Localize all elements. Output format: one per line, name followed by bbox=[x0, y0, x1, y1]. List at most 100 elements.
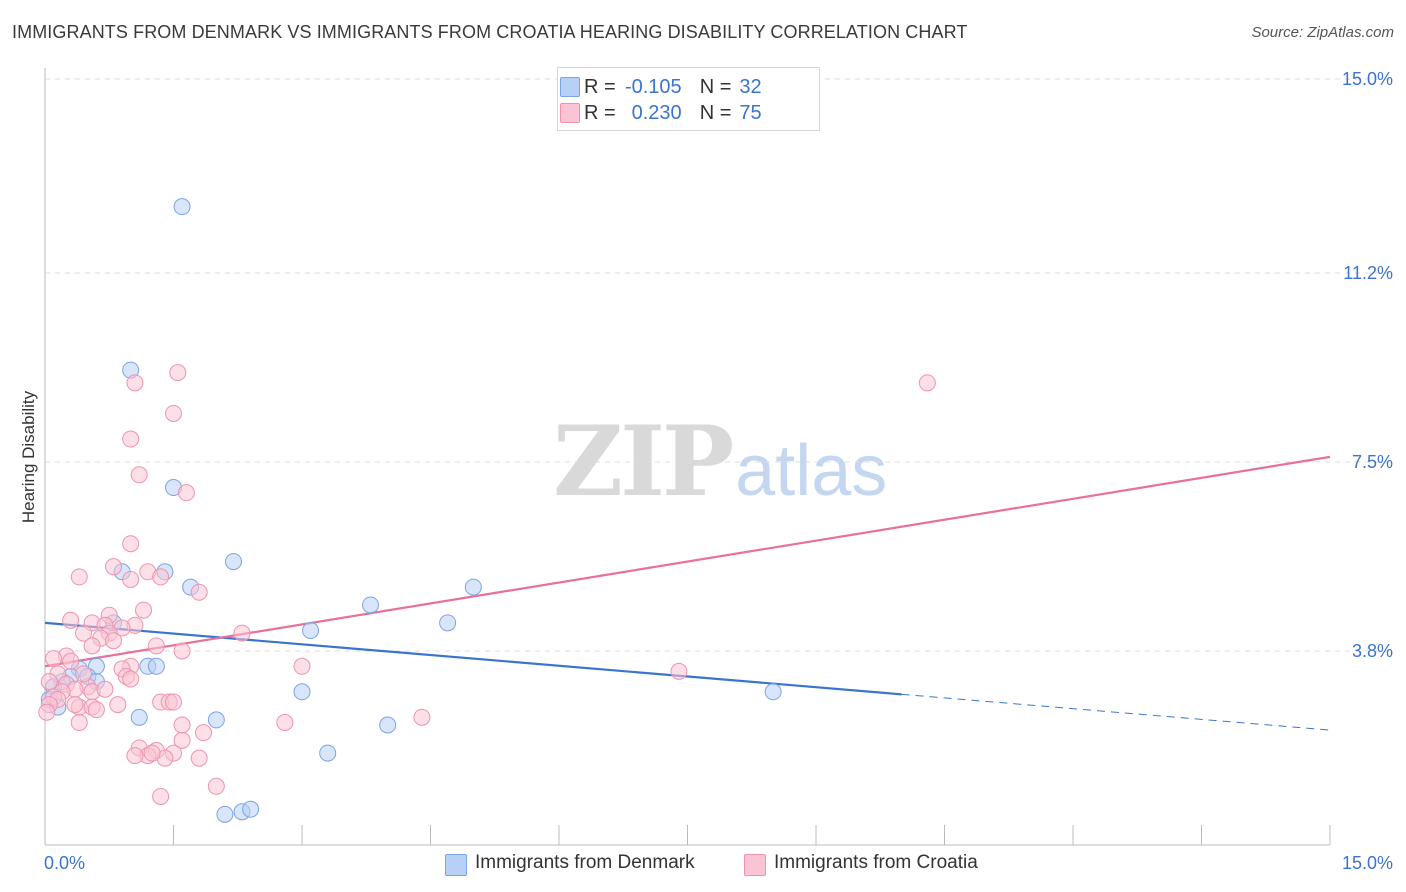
croatia-point bbox=[40, 673, 58, 691]
y-tick-label: 7.5% bbox=[1352, 452, 1393, 472]
legend-row-denmark: R = -0.105 N = 32 bbox=[560, 75, 762, 99]
bottom-legend-swatch-croatia bbox=[744, 854, 766, 876]
y-tick-label: 15.0% bbox=[1342, 69, 1393, 89]
croatia-point bbox=[96, 680, 114, 698]
denmark-point bbox=[216, 805, 234, 823]
x-tick-label-max: 15.0% bbox=[1342, 853, 1393, 873]
axis-labels: 3.8% 7.5% 11.2% 15.0% 0.0% 15.0% Hearing Disab… bbox=[19, 69, 1393, 873]
watermark-zip: ZIP bbox=[553, 405, 734, 518]
croatia-point bbox=[75, 624, 93, 642]
croatia-point bbox=[190, 583, 208, 601]
croatia-trend-line bbox=[44, 455, 1331, 668]
bottom-legend-label-denmark: Immigrants from Denmark bbox=[475, 852, 695, 873]
croatia-point bbox=[45, 650, 63, 668]
croatia-point bbox=[38, 703, 56, 721]
bottom-legend-swatch-denmark bbox=[445, 854, 467, 876]
denmark-trend-extension bbox=[901, 693, 1331, 731]
croatia-point bbox=[147, 637, 165, 655]
denmark-trend-line bbox=[44, 621, 902, 696]
croatia-point bbox=[122, 535, 140, 553]
croatia-point bbox=[122, 430, 140, 448]
croatia-point bbox=[83, 637, 101, 655]
croatia-point bbox=[152, 568, 170, 586]
croatia-point bbox=[173, 642, 191, 660]
croatia-point bbox=[413, 708, 431, 726]
denmark-point bbox=[293, 683, 311, 701]
legend-r-label: R = bbox=[584, 75, 616, 98]
bottom-legend-denmark: Immigrants from Denmark bbox=[445, 852, 695, 876]
croatia-point bbox=[173, 716, 191, 734]
croatia-point bbox=[126, 374, 144, 392]
denmark-point bbox=[242, 800, 260, 818]
y-axis-title: Hearing Disability bbox=[19, 390, 38, 523]
croatia-point bbox=[122, 570, 140, 588]
denmark-point bbox=[147, 657, 165, 675]
croatia-point bbox=[233, 624, 251, 642]
chart-title: IMMIGRANTS FROM DENMARK VS IMMIGRANTS FR… bbox=[12, 22, 968, 42]
croatia-point bbox=[177, 484, 195, 502]
croatia-point bbox=[165, 693, 182, 711]
croatia-point bbox=[918, 374, 936, 392]
denmark-point bbox=[439, 614, 457, 632]
legend-swatch-denmark bbox=[560, 77, 580, 97]
legend-n-label: N = bbox=[699, 101, 732, 124]
croatia-point bbox=[165, 404, 182, 422]
legend-r-label: R = bbox=[584, 101, 616, 124]
croatia-point bbox=[70, 568, 88, 586]
croatia-point bbox=[105, 558, 123, 576]
denmark-point bbox=[764, 683, 782, 701]
croatia-point bbox=[276, 713, 294, 731]
legend-n-value: 75 bbox=[739, 101, 762, 124]
denmark-point bbox=[379, 716, 397, 734]
croatia-point bbox=[66, 696, 84, 714]
croatia-point bbox=[62, 611, 80, 629]
legend-r-value: -0.105 bbox=[624, 75, 682, 98]
y-tick-label: 11.2% bbox=[1343, 263, 1393, 283]
croatia-point bbox=[62, 652, 80, 670]
x-tick-label-min: 0.0% bbox=[44, 853, 85, 873]
axes bbox=[44, 68, 1331, 846]
croatia-point bbox=[169, 364, 187, 382]
legend-row-croatia: R = 0.230 N = 75 bbox=[560, 101, 762, 125]
data-points bbox=[38, 198, 936, 823]
croatia-point bbox=[194, 724, 212, 742]
denmark-point bbox=[173, 198, 191, 216]
legend-r-value: 0.230 bbox=[631, 101, 682, 124]
denmark-point bbox=[224, 553, 242, 571]
source-label: Source: ZipAtlas.com bbox=[1251, 24, 1394, 41]
denmark-point bbox=[319, 744, 337, 762]
legend-n-value: 32 bbox=[739, 75, 762, 98]
croatia-point bbox=[75, 665, 93, 683]
croatia-point bbox=[130, 466, 148, 484]
croatia-point bbox=[293, 657, 311, 675]
croatia-point bbox=[105, 632, 123, 650]
legend-swatch-croatia bbox=[560, 103, 580, 123]
trend-lines bbox=[44, 455, 1331, 731]
croatia-point bbox=[152, 787, 170, 805]
croatia-point bbox=[122, 670, 140, 688]
denmark-point bbox=[464, 578, 482, 596]
croatia-point bbox=[87, 701, 105, 719]
croatia-point bbox=[143, 744, 161, 762]
croatia-point bbox=[126, 747, 144, 765]
watermark: ZIPatlas bbox=[553, 405, 887, 518]
bottom-legend-label-croatia: Immigrants from Croatia bbox=[774, 852, 978, 873]
watermark-atlas: atlas bbox=[735, 431, 888, 511]
croatia-point bbox=[135, 601, 153, 619]
legend-n-label: N = bbox=[699, 75, 732, 98]
denmark-point bbox=[302, 622, 320, 640]
croatia-point bbox=[173, 731, 191, 749]
denmark-point bbox=[362, 596, 380, 614]
denmark-point bbox=[207, 711, 225, 729]
denmark-point bbox=[130, 708, 148, 726]
croatia-point bbox=[207, 777, 225, 795]
y-tick-label: 3.8% bbox=[1352, 641, 1393, 661]
croatia-point bbox=[670, 662, 688, 680]
bottom-legend-croatia: Immigrants from Croatia bbox=[744, 852, 978, 876]
croatia-point bbox=[109, 696, 127, 714]
croatia-point bbox=[70, 713, 88, 731]
correlation-legend: R = -0.105 N = 32 R = 0.230 N = 75 bbox=[557, 67, 820, 131]
grid-lines bbox=[45, 78, 1395, 652]
croatia-point bbox=[190, 749, 208, 767]
